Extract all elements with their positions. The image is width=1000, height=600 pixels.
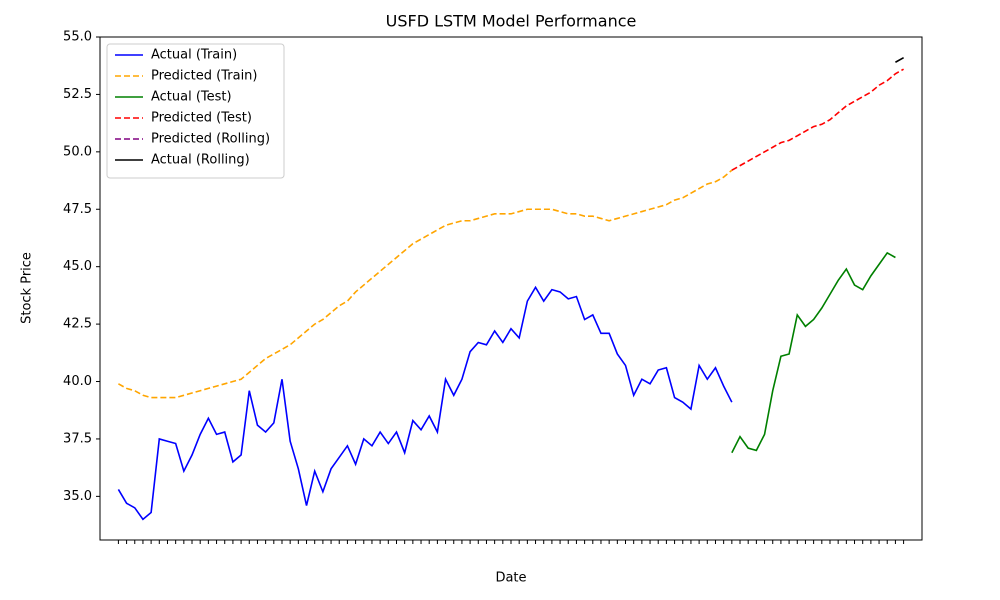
legend-box — [106, 43, 285, 179]
y-tick-label: 45.0 — [63, 259, 92, 274]
y-tick-label: 55.0 — [63, 30, 92, 45]
legend-label: Actual (Rolling) — [151, 153, 250, 168]
series-line — [895, 56, 904, 63]
series-line — [731, 251, 896, 454]
y-axis-label: Stock Price — [20, 252, 35, 324]
legend-label: Actual (Train) — [151, 48, 237, 63]
y-tick-label: 37.5 — [63, 431, 92, 446]
legend-label: Predicted (Rolling) — [151, 132, 270, 147]
legend-label: Predicted (Test) — [151, 111, 252, 126]
y-tick-label: 52.5 — [63, 87, 92, 102]
chart-title: USFD LSTM Model Performance — [386, 12, 637, 31]
series-line — [117, 285, 733, 521]
x-axis-label: Date — [495, 571, 526, 586]
legend-label: Predicted (Train) — [151, 69, 258, 84]
series-line — [118, 169, 733, 399]
legend-label: Actual (Test) — [151, 90, 232, 105]
plot-frame — [99, 36, 923, 541]
y-tick-label: 42.5 — [63, 317, 92, 332]
series-line — [731, 68, 904, 171]
y-tick-label: 50.0 — [63, 144, 92, 159]
y-tick-label: 35.0 — [63, 489, 92, 504]
y-tick-label: 47.5 — [63, 202, 92, 217]
y-tick-label: 40.0 — [63, 374, 92, 389]
